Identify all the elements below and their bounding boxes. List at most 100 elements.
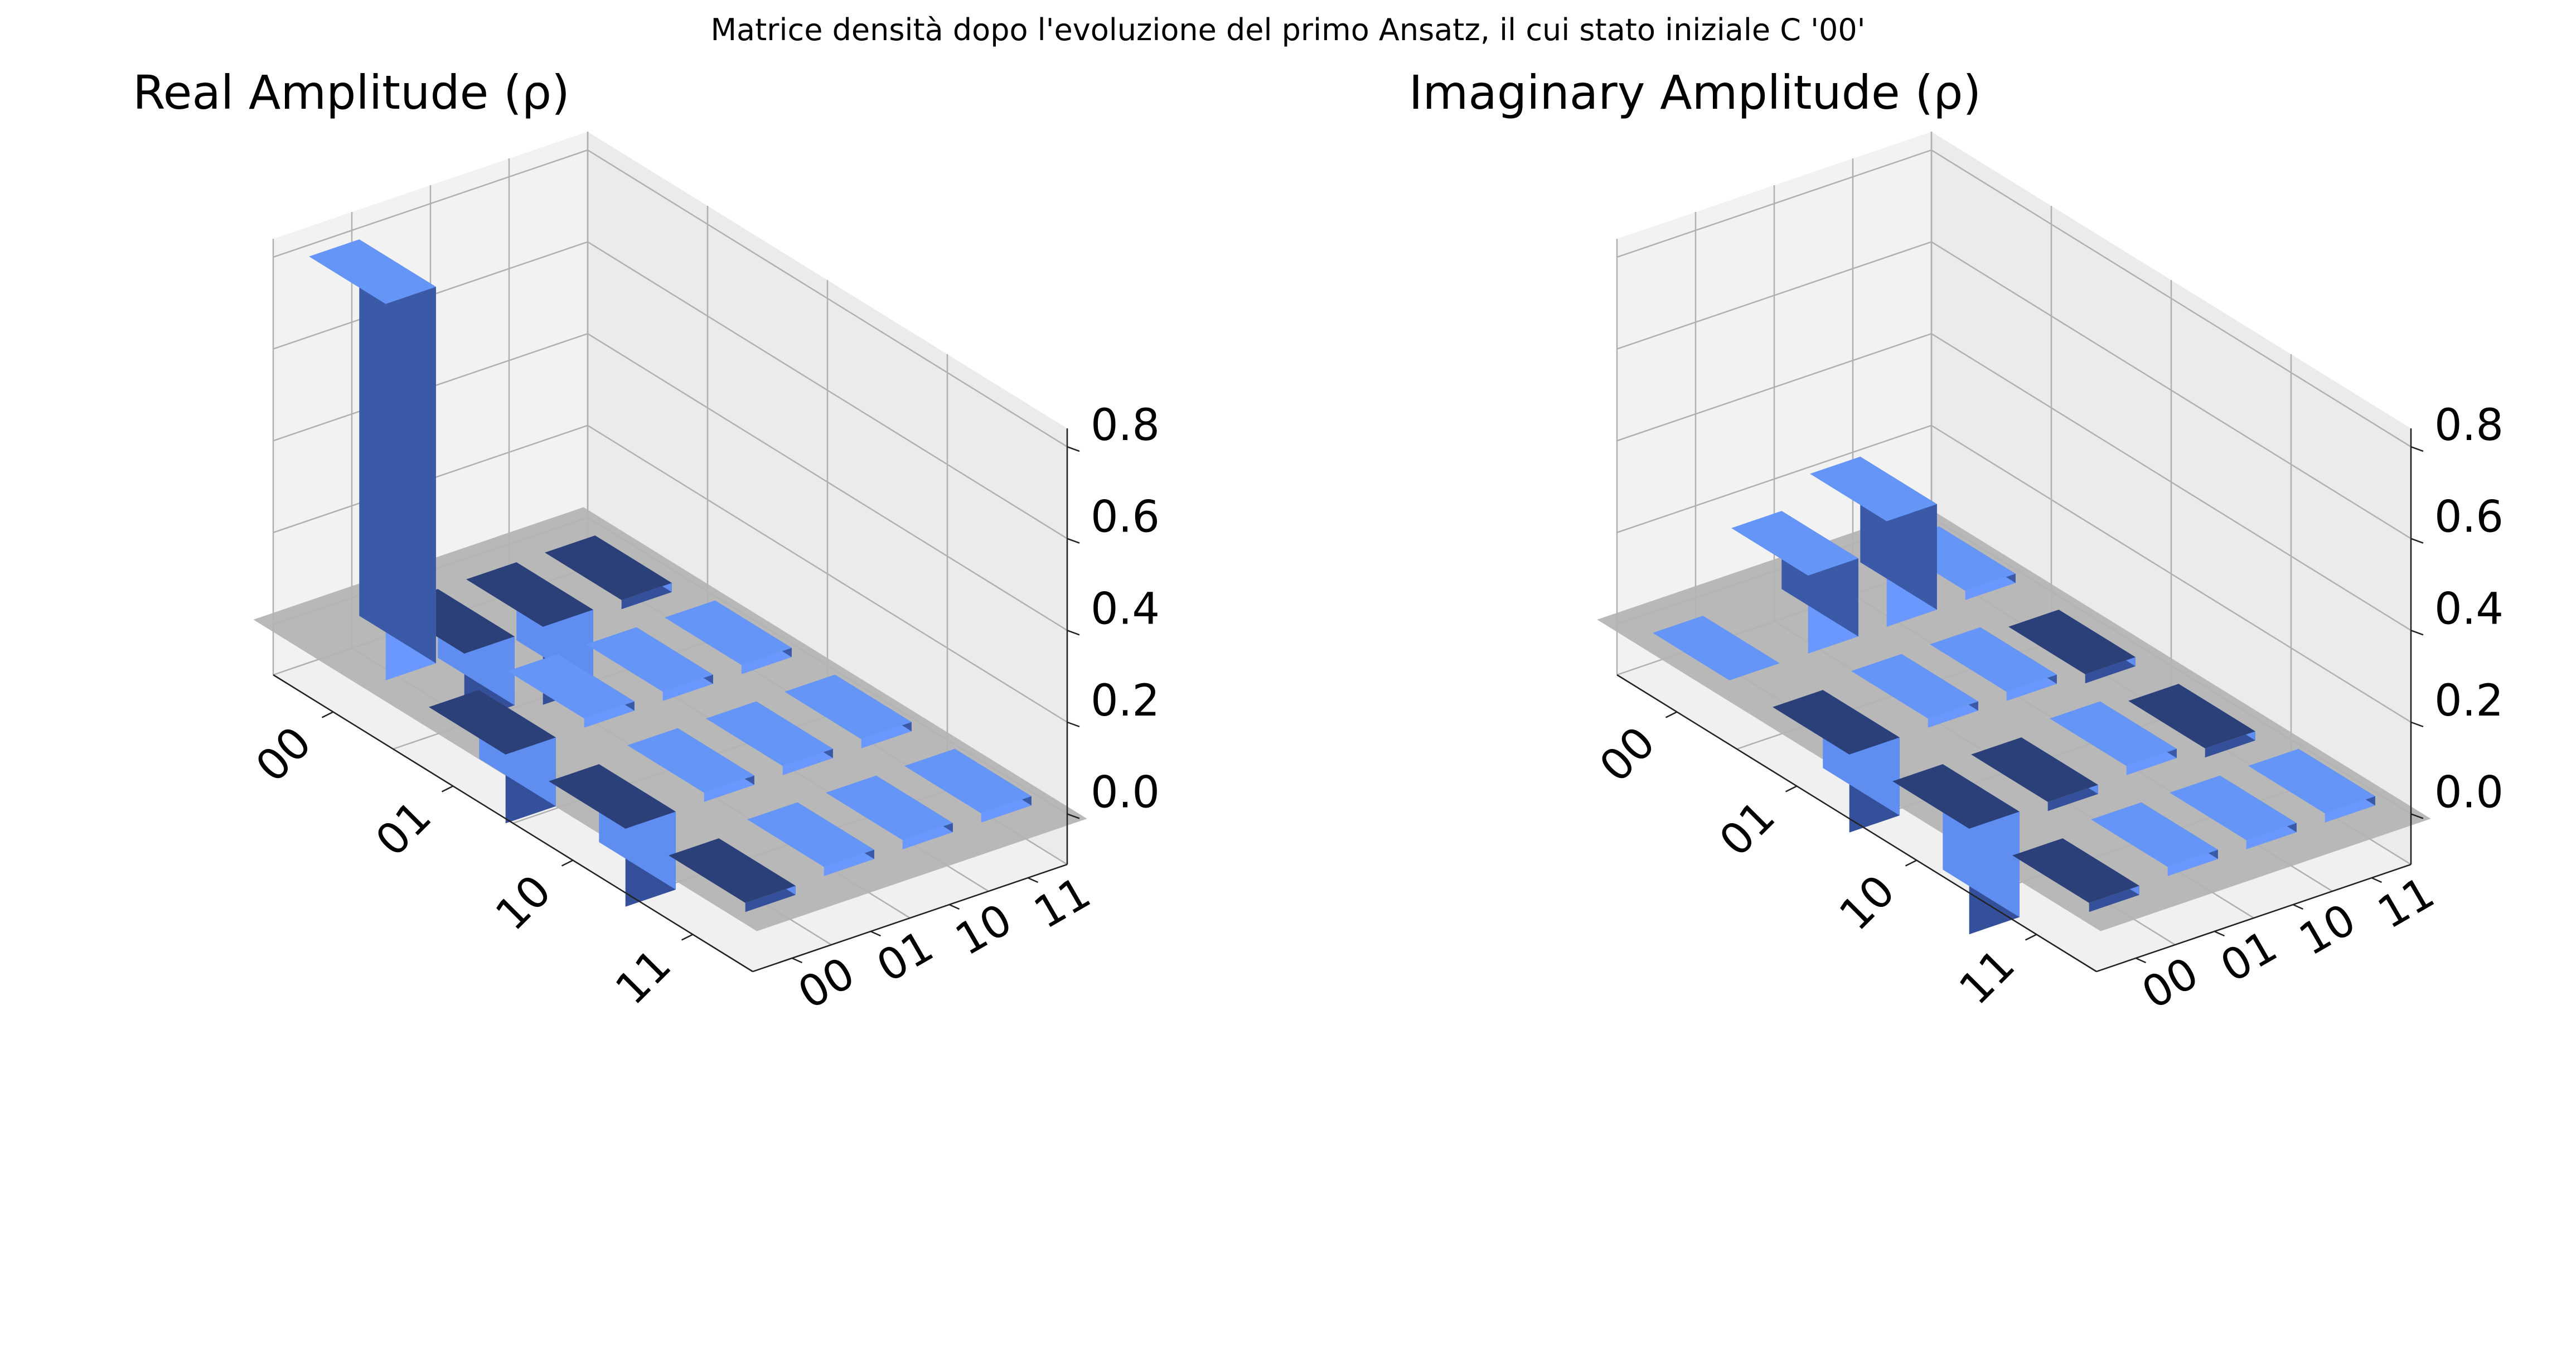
- y-tick: [870, 930, 882, 937]
- bar-01-11: [665, 600, 792, 674]
- z-tick: [1067, 446, 1080, 452]
- x-tick: [1905, 859, 1918, 867]
- panel-title: Real Amplitude (ρ): [133, 65, 570, 120]
- bar-10-10: [2050, 701, 2177, 775]
- bar-front-face: [741, 648, 792, 674]
- bar-11-11: [2248, 748, 2375, 823]
- bar-front-face: [2325, 796, 2375, 823]
- z-tick-label: 0.2: [2434, 676, 2504, 726]
- bar-10-00: [549, 764, 676, 907]
- bar-top-face: [627, 728, 754, 793]
- bar-front-face: [2126, 748, 2177, 775]
- bar-top-face: [507, 654, 635, 719]
- bar-top-face: [466, 562, 593, 627]
- y-tick: [2371, 877, 2383, 883]
- bar-top-face: [785, 674, 912, 740]
- bar-front-face: [2085, 657, 2136, 684]
- z-tick: [1067, 630, 1080, 636]
- z-tick: [2410, 446, 2424, 452]
- z-tick: [1067, 813, 1080, 819]
- bar-front-face: [981, 796, 1032, 823]
- bar-top-face: [2248, 748, 2375, 814]
- bar-top-face: [1892, 764, 2020, 829]
- bar-front-face: [782, 748, 833, 775]
- bar-top-face: [1851, 654, 1978, 719]
- bar-top-face: [309, 239, 436, 304]
- z-tick-label: 0.4: [1091, 584, 1160, 634]
- x-tick: [561, 859, 574, 867]
- x-tick: [681, 934, 694, 941]
- y-tick: [2292, 904, 2304, 910]
- z-tick-label: 0.6: [1091, 492, 1160, 543]
- bar-11-10: [2170, 775, 2297, 849]
- bar-10-11: [2128, 684, 2255, 758]
- bar-01-10: [1930, 627, 2057, 701]
- bar-top-face: [665, 600, 792, 665]
- bar-top-face: [1930, 627, 2057, 692]
- x-tick-label: 00: [1590, 717, 1665, 792]
- y-tick-label: 00: [790, 948, 863, 1020]
- y-tick-label: 00: [2134, 948, 2207, 1020]
- x-tick: [1665, 711, 1678, 718]
- bar-top-face: [826, 775, 953, 840]
- bar-10-00: [1892, 764, 2020, 935]
- bar-top-face: [2008, 610, 2136, 674]
- bar-front-face: [621, 583, 672, 610]
- bar-top-face: [429, 690, 556, 755]
- z-tick: [1067, 721, 1080, 728]
- x-tick: [2025, 934, 2037, 941]
- bar-top-face: [1810, 456, 1937, 521]
- bar-00-01: [1731, 511, 1858, 654]
- bar-10-01: [1971, 737, 2098, 811]
- bar-top-face: [2050, 701, 2177, 766]
- x-tick-label: 00: [246, 717, 321, 792]
- bar-front-face: [1965, 573, 2016, 600]
- x-tick: [441, 785, 454, 793]
- z-tick-label: 0.0: [2434, 767, 2504, 818]
- x-axis-line: [1616, 674, 2097, 973]
- x-axis-line: [273, 674, 753, 973]
- bar-top-face: [904, 748, 1032, 814]
- bar-front-face: [2246, 823, 2297, 849]
- bar-top-face: [706, 701, 833, 766]
- x-tick-label: 01: [1710, 791, 1785, 866]
- bar-top-face: [549, 764, 676, 829]
- y-tick: [2135, 957, 2147, 964]
- bar-01-10: [586, 627, 713, 701]
- z-tick: [2410, 538, 2424, 544]
- bar-01-01: [1851, 654, 1978, 728]
- y-axis-line: [752, 863, 1068, 973]
- bar-11-00: [669, 838, 796, 912]
- bar-11-00: [2012, 838, 2139, 912]
- bar-front-face: [745, 886, 796, 912]
- y-tick-label: 01: [2212, 921, 2286, 993]
- bar-top-face: [1653, 616, 1780, 680]
- panel-title: Imaginary Amplitude (ρ): [1409, 65, 1981, 120]
- bar-01-00: [429, 690, 556, 824]
- bar-01-01: [507, 654, 635, 728]
- bar-top-face: [1971, 737, 2098, 802]
- bar-11-01: [747, 802, 874, 876]
- bar-11-10: [826, 775, 953, 849]
- z-tick-label: 0.0: [1091, 767, 1160, 818]
- bar-11-01: [2091, 802, 2218, 876]
- z-tick-label: 0.8: [1091, 400, 1160, 451]
- x-tick: [1785, 785, 1798, 793]
- z-tick-label: 0.4: [2434, 584, 2504, 634]
- bar-top-face: [669, 838, 796, 903]
- z-tick-label: 0.6: [2434, 492, 2504, 543]
- bar-00-10: [1810, 456, 1937, 627]
- bar-top-face: [2128, 684, 2255, 748]
- bar-00-11: [545, 535, 672, 610]
- bar-00-00: [309, 239, 436, 680]
- x-tick-label: 01: [366, 791, 441, 866]
- bar-top-face: [586, 627, 713, 692]
- y-tick: [1027, 877, 1039, 883]
- bar-10-01: [627, 728, 754, 802]
- bar-top-face: [747, 802, 874, 867]
- bar-side-face: [359, 239, 436, 664]
- y-tick-label: 01: [869, 921, 942, 993]
- y-tick-label: 10: [2291, 895, 2364, 966]
